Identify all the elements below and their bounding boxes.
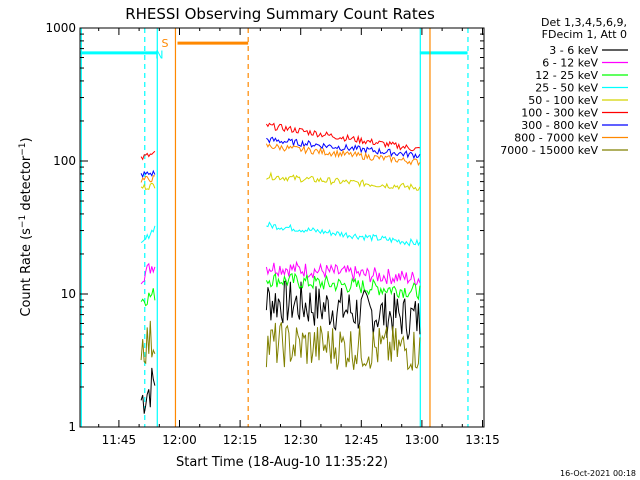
series-line: [140, 262, 156, 285]
series-800-7000kev: [140, 143, 421, 183]
flag-letter: S: [161, 37, 168, 50]
chart-title: RHESSI Observing Summary Count Rates: [125, 5, 435, 23]
legend-header-line-2: FDecim 1, Att 0: [542, 28, 627, 41]
legend-entry-label: 25 - 50 keV: [535, 82, 598, 95]
series-100-300kev: [140, 122, 421, 161]
plot-frame: [79, 27, 485, 428]
series-6-12kev: [140, 260, 421, 286]
y-axis-label-main: Count Rate (s: [19, 228, 34, 317]
legend-entry-label: 7000 - 15000 keV: [500, 144, 598, 157]
x-tick-label: 13:15: [465, 433, 500, 447]
series-line: [140, 367, 156, 414]
y-tick-label: 1: [68, 420, 76, 434]
series-line: [265, 143, 421, 167]
series-line: [265, 122, 421, 152]
x-tick-label: 12:00: [162, 433, 197, 447]
x-tick-label: 13:00: [405, 433, 440, 447]
series-line: [140, 150, 156, 161]
series-25-50kev: [140, 221, 421, 247]
series-line: [265, 260, 421, 286]
series-line: [140, 175, 155, 183]
series-50-100kev: [140, 171, 421, 191]
legend-entry-label: 300 - 800 keV: [521, 119, 598, 132]
series-line: [140, 225, 156, 244]
legend-entry-label: 100 - 300 keV: [521, 107, 598, 120]
series-line: [140, 288, 156, 307]
flag-letter: N: [155, 48, 163, 61]
series-12-25kev: [140, 272, 421, 307]
series-line: [266, 171, 421, 191]
series-line: [265, 272, 421, 301]
x-tick-label: 11:45: [102, 433, 137, 447]
legend-entry-label: 6 - 12 keV: [542, 57, 598, 70]
series-line: [140, 320, 156, 365]
y-axis-label-end: ): [19, 137, 34, 142]
x-tick-label: 12:45: [344, 433, 379, 447]
footer-timestamp: 16-Oct-2021 00:18: [560, 469, 636, 478]
y-axis-label: Count Rate (s−1 detector−1): [18, 137, 34, 316]
series-line: [265, 279, 421, 340]
y-tick-label: 10: [61, 287, 76, 301]
y-axis-label-exponent-2: −1: [18, 142, 28, 155]
y-tick-label: 100: [53, 154, 76, 168]
y-axis-label-exponent-1: −1: [18, 215, 28, 228]
x-tick-label: 12:30: [283, 433, 318, 447]
series-3-6kev: [140, 279, 421, 414]
legend-entry-label: 800 - 7000 keV: [514, 132, 598, 145]
x-tick-label: 12:15: [223, 433, 258, 447]
legend: Det 1,3,4,5,6,9, FDecim 1, Att 0 3 - 6 k…: [500, 16, 628, 157]
legend-entry-label: 50 - 100 keV: [528, 94, 598, 107]
y-axis-label-middle: detector: [19, 155, 34, 215]
series-line: [266, 221, 421, 247]
series-line: [140, 182, 156, 191]
y-tick-label: 1000: [45, 21, 76, 35]
legend-entry-label: 12 - 25 keV: [535, 69, 598, 82]
series-line: [265, 322, 421, 371]
series-7000-15000kev: [140, 320, 421, 371]
x-axis-label: Start Time (18-Aug-10 11:35:22): [176, 455, 388, 470]
series-line: [140, 169, 156, 179]
legend-header-line-1: Det 1,3,4,5,6,9,: [541, 16, 627, 29]
legend-entry-label: 3 - 6 keV: [549, 44, 598, 57]
